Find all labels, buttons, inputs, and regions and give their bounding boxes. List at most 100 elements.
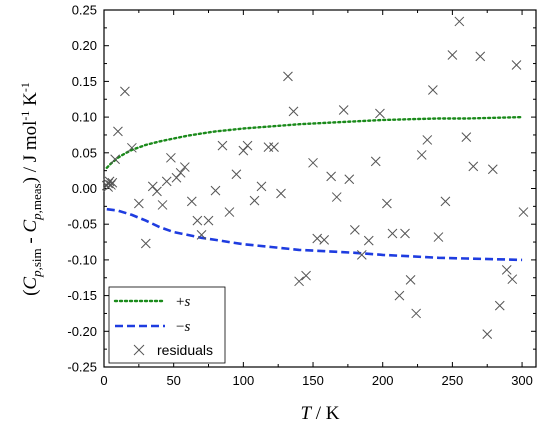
residual-point xyxy=(294,276,304,287)
residual-point xyxy=(210,185,221,196)
legend-swatch-residuals xyxy=(133,344,145,356)
residual-point xyxy=(256,181,267,192)
residual-point xyxy=(411,308,422,319)
residual-point xyxy=(179,162,190,172)
residual-point xyxy=(276,188,286,199)
residual-point xyxy=(507,274,518,285)
residual-point xyxy=(501,265,512,275)
residual-point xyxy=(331,192,342,202)
y-tick-label: -0.15 xyxy=(67,288,97,303)
y-tick-label: -0.10 xyxy=(67,252,97,267)
y-tick-label: 0.20 xyxy=(72,38,97,53)
residual-point xyxy=(186,196,197,207)
residual-point xyxy=(107,177,118,188)
residual-point xyxy=(140,238,151,249)
x-tick-label: 300 xyxy=(511,373,533,388)
residual-point xyxy=(269,142,279,152)
y-tick-label: -0.05 xyxy=(67,217,97,232)
x-tick-label: 50 xyxy=(166,373,180,388)
x-tick-label: 0 xyxy=(100,373,107,388)
legend: +s −s residuals xyxy=(108,286,226,364)
residual-point xyxy=(166,152,176,163)
residual-point xyxy=(242,140,253,151)
residual-point xyxy=(370,156,381,167)
residual-point xyxy=(400,228,410,239)
y-tick-label: 0.05 xyxy=(72,145,97,160)
legend-label-plus-s: +s xyxy=(176,294,190,310)
y-tick-label: 0.15 xyxy=(72,74,97,89)
residual-point xyxy=(113,126,123,137)
residual-point xyxy=(387,228,398,239)
residual-point xyxy=(461,132,472,142)
residual-point xyxy=(175,167,186,178)
residual-point xyxy=(405,275,416,285)
residual-point xyxy=(356,250,367,260)
residual-point xyxy=(326,171,337,182)
residual-point xyxy=(203,215,214,226)
residual-point xyxy=(440,196,451,207)
residual-point xyxy=(487,164,498,175)
series-plus-s-line xyxy=(105,115,524,169)
residual-point xyxy=(301,270,311,281)
residual-point xyxy=(428,85,438,95)
residual-point xyxy=(394,290,405,301)
residual-point xyxy=(238,145,249,156)
residual-point xyxy=(152,186,162,197)
residual-point xyxy=(344,174,355,185)
residual-point xyxy=(147,181,158,192)
y-tick-label: 0.25 xyxy=(72,3,97,18)
residual-point xyxy=(110,154,121,165)
y-tick-label: -0.25 xyxy=(67,360,97,375)
residual-point xyxy=(454,16,465,27)
x-tick-label: 100 xyxy=(233,373,255,388)
residual-point xyxy=(312,233,323,244)
residual-point xyxy=(104,176,115,187)
residual-point xyxy=(127,142,137,153)
residual-point xyxy=(475,51,486,62)
residual-point xyxy=(288,106,299,117)
residual-point xyxy=(249,195,260,206)
residual-point xyxy=(416,150,427,160)
residual-point xyxy=(319,235,330,245)
residual-point xyxy=(283,71,293,82)
y-tick-label: 0.10 xyxy=(72,110,97,125)
residual-point xyxy=(161,176,172,187)
residual-point xyxy=(120,86,130,97)
residual-point xyxy=(363,235,374,246)
residual-point xyxy=(382,198,392,209)
x-tick-label: 150 xyxy=(302,373,324,388)
residual-point xyxy=(224,207,235,217)
residual-point xyxy=(511,60,522,70)
residual-point xyxy=(518,207,529,217)
series-minus-s-line xyxy=(106,207,523,262)
residual-point xyxy=(349,225,360,235)
residual-point xyxy=(196,230,207,240)
y-tick-label: -0.20 xyxy=(67,324,97,339)
residual-point xyxy=(422,135,433,145)
y-axis-ticks: -0.25 -0.20 -0.15 -0.10 -0.05 0.00 0.05 0.10 0.1… xyxy=(67,3,536,375)
x-tick-label: 200 xyxy=(372,373,394,388)
legend-label-residuals: residuals xyxy=(157,342,213,358)
residual-point xyxy=(171,172,182,183)
series-residuals xyxy=(101,16,529,340)
residual-point xyxy=(133,198,144,209)
series-layer xyxy=(101,16,529,340)
residual-point xyxy=(433,232,444,242)
residual-point xyxy=(375,108,385,119)
residual-point xyxy=(447,50,458,60)
residual-point xyxy=(308,157,318,168)
residual-point xyxy=(468,161,479,172)
residual-point xyxy=(263,142,274,152)
residual-point xyxy=(217,140,228,151)
x-axis-title: T / K xyxy=(300,403,339,424)
residual-point xyxy=(338,105,349,115)
residual-point xyxy=(192,215,203,226)
residual-point xyxy=(494,300,505,311)
y-axis-title: (Cp,sim - Cp,meas) / J mol-1 K-1 xyxy=(18,82,44,296)
x-tick-label: 250 xyxy=(442,373,464,388)
legend-label-minus-s: −s xyxy=(176,319,190,335)
residual-point xyxy=(482,329,493,340)
residual-point xyxy=(157,200,168,210)
y-tick-label: 0.00 xyxy=(72,181,97,196)
